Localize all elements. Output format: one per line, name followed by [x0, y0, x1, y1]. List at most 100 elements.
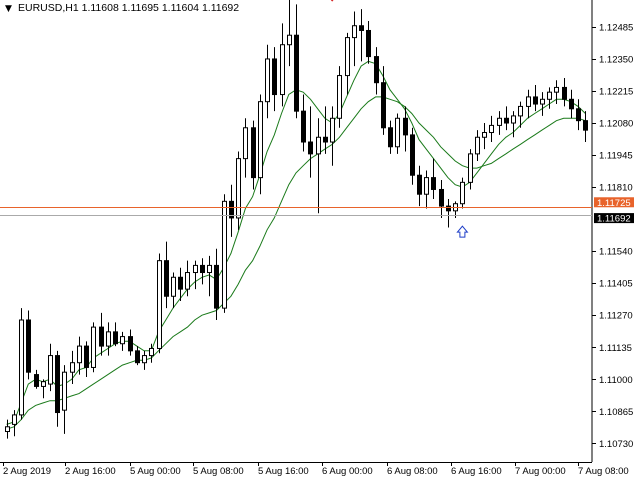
candle-body-bear — [113, 331, 118, 345]
candle-body-bull — [475, 136, 480, 155]
candle — [287, 0, 292, 67]
time-axis: 2 Aug 2019 2 Aug 16:00 5 Aug 00:00 5 Aug 08… — [3, 462, 629, 477]
candle — [431, 158, 436, 199]
candle — [533, 85, 538, 112]
candle — [48, 343, 53, 392]
candle — [460, 177, 465, 209]
candle-body-bull — [19, 319, 24, 416]
candle-body-bear — [446, 205, 451, 212]
candle-body-bear — [251, 127, 256, 179]
candle-body-bull — [482, 132, 487, 138]
time-tick-label: 6 Aug 08:00 — [387, 466, 438, 477]
candle — [489, 115, 494, 143]
candle — [424, 170, 429, 209]
candle-body-bull — [337, 75, 342, 119]
candle-body-bear — [576, 108, 581, 122]
candle-body-bull — [424, 177, 429, 195]
candle — [547, 87, 552, 109]
candle-body-bear — [431, 177, 436, 190]
candle-body-bear — [34, 374, 39, 387]
candle — [403, 106, 408, 152]
candle — [388, 120, 393, 154]
candle — [91, 322, 96, 373]
candle — [106, 322, 111, 356]
price-tick-label: 1.11540 — [599, 247, 633, 258]
candle-body-bull — [171, 276, 176, 297]
candle-body-bull — [258, 101, 263, 179]
candle-body-bear — [504, 117, 509, 124]
candle-body-bull — [540, 98, 545, 105]
candle-body-bull — [48, 355, 53, 385]
candlestick-series — [5, 0, 588, 439]
candle — [77, 336, 82, 375]
candle-body-bull — [526, 96, 531, 107]
candle — [359, 9, 364, 62]
candle-body-bull — [91, 326, 96, 368]
candle-body-bear — [55, 355, 60, 414]
candle — [157, 253, 162, 354]
price-axis: 1.12485 1.12350 1.12215 1.12080 1.11945 1.118… — [592, 22, 634, 450]
bid-price-label: 1.11692 — [597, 214, 631, 225]
candle — [185, 260, 190, 297]
price-tick-label: 1.12485 — [599, 22, 633, 33]
candle-body-bear — [417, 174, 422, 195]
candle — [222, 194, 227, 313]
candle-body-bull — [352, 25, 357, 39]
candle-body-bull — [207, 264, 212, 274]
candle — [34, 369, 39, 389]
candle — [229, 184, 234, 237]
candle-body-bull — [12, 414, 17, 425]
candle — [562, 77, 567, 107]
candle — [308, 106, 313, 178]
candle — [26, 310, 31, 380]
candle-body-bear — [301, 110, 306, 143]
candle-body-bear — [214, 264, 219, 309]
arrow-up-icon — [456, 225, 469, 238]
candle-body-bull — [41, 381, 46, 387]
candle — [330, 106, 335, 166]
candle-body-bull — [149, 347, 154, 357]
candle-body-bear — [200, 264, 205, 274]
price-tick-label: 1.11000 — [599, 375, 633, 386]
candle-body-bear — [403, 117, 408, 136]
candle-body-bull — [518, 105, 523, 117]
candle-body-bull — [511, 115, 516, 124]
time-tick-label: 2 Aug 2019 — [3, 466, 51, 477]
low-price: 1.11604 — [161, 2, 200, 14]
price-tick-label: 1.10730 — [599, 439, 633, 450]
triangle-down-icon[interactable]: ▼ — [5, 4, 12, 14]
candle — [280, 23, 285, 107]
candle-body-bear — [323, 136, 328, 143]
candle-body-bull — [554, 86, 559, 93]
candle — [193, 260, 198, 290]
ma-slow-line — [6, 96, 586, 430]
candle — [142, 350, 147, 370]
candle — [149, 343, 154, 363]
bid-price-label-box — [594, 213, 634, 224]
candle — [323, 106, 328, 154]
candle — [120, 331, 125, 351]
candle — [243, 118, 248, 178]
candle — [446, 198, 451, 228]
candle-body-bull — [142, 355, 147, 364]
candle-body-bull — [468, 153, 473, 183]
high-price: 1.11695 — [121, 2, 159, 14]
signal-arrows — [330, 0, 469, 238]
candle — [258, 94, 263, 195]
candle — [569, 89, 574, 119]
candle — [5, 419, 10, 439]
candle — [583, 111, 588, 143]
price-tick-label: 1.11405 — [599, 279, 633, 290]
candle-body-bear — [26, 319, 31, 373]
candle-body-bear — [569, 98, 574, 110]
time-tick-label: 6 Aug 00:00 — [322, 466, 373, 477]
candle-body-bull — [5, 426, 10, 433]
candle — [214, 248, 219, 320]
candle — [395, 113, 400, 154]
candle-body-bear — [533, 96, 538, 105]
candle — [337, 66, 342, 128]
candle — [178, 267, 183, 302]
candle — [164, 241, 169, 309]
price-tick-label: 1.11270 — [599, 311, 633, 322]
